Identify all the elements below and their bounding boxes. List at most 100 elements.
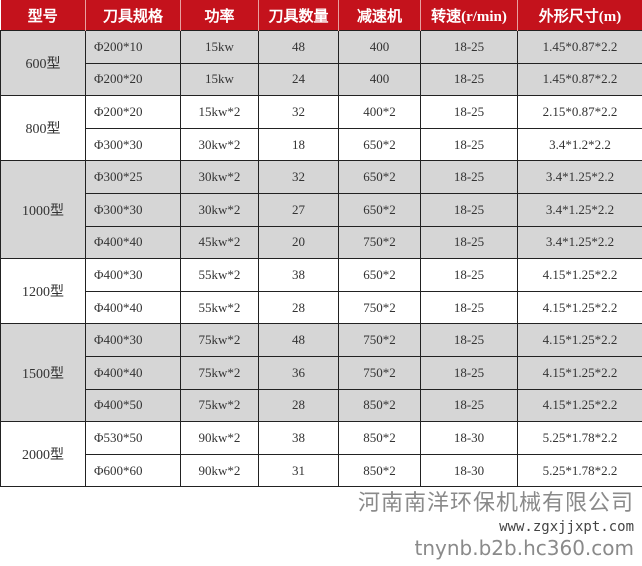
table-cell: 90kw*2 <box>181 422 259 455</box>
table-cell: 4.15*1.25*2.2 <box>518 356 642 389</box>
table-cell: 18-25 <box>421 324 518 357</box>
table-cell: 18 <box>259 128 339 161</box>
table-cell: 15kw <box>181 63 259 96</box>
table-cell: 650*2 <box>339 259 421 292</box>
table-cell: 1.45*0.87*2.2 <box>518 31 642 64</box>
header-row: 型号刀具规格功率刀具数量减速机转速(r/min)外形尺寸(m) <box>1 0 642 31</box>
watermark-site: www.zgxjjxpt.com <box>499 519 634 535</box>
table-cell: 650*2 <box>339 161 421 194</box>
table-cell: 400*2 <box>339 96 421 129</box>
table-cell: 18-25 <box>421 291 518 324</box>
table-cell: 38 <box>259 422 339 455</box>
table-cell: 18-25 <box>421 259 518 292</box>
table-cell: 75kw*2 <box>181 356 259 389</box>
table-cell: 2.15*0.87*2.2 <box>518 96 642 129</box>
table-cell: 18-25 <box>421 63 518 96</box>
table-cell: 24 <box>259 63 339 96</box>
table-cell: 1.45*0.87*2.2 <box>518 63 642 96</box>
table-cell: 3.4*1.25*2.2 <box>518 226 642 259</box>
table-cell: 850*2 <box>339 389 421 422</box>
table-cell: 650*2 <box>339 128 421 161</box>
watermark-url: tnynb.b2b.hc360.com <box>415 537 634 560</box>
table-cell: Φ600*60 <box>86 454 181 487</box>
table-cell: 3.4*1.25*2.2 <box>518 193 642 226</box>
table-cell: Φ400*50 <box>86 389 181 422</box>
table-cell: 32 <box>259 96 339 129</box>
table-cell: 27 <box>259 193 339 226</box>
table-cell: 36 <box>259 356 339 389</box>
table-cell: 90kw*2 <box>181 454 259 487</box>
table-cell: 55kw*2 <box>181 291 259 324</box>
table-cell: 28 <box>259 291 339 324</box>
table-cell: 18-25 <box>421 128 518 161</box>
table-cell: 850*2 <box>339 454 421 487</box>
table-cell: Φ400*40 <box>86 356 181 389</box>
table-cell: 4.15*1.25*2.2 <box>518 259 642 292</box>
table-cell: 48 <box>259 324 339 357</box>
table-cell: 15kw <box>181 31 259 64</box>
column-header: 刀具数量 <box>259 0 339 31</box>
table-cell: 32 <box>259 161 339 194</box>
table-cell: Φ400*30 <box>86 324 181 357</box>
table-cell: 400 <box>339 31 421 64</box>
table-cell: 30kw*2 <box>181 161 259 194</box>
table-cell: 5.25*1.78*2.2 <box>518 422 642 455</box>
table-cell: Φ200*20 <box>86 63 181 96</box>
table-cell: Φ400*30 <box>86 259 181 292</box>
table-cell: 3.4*1.25*2.2 <box>518 161 642 194</box>
table-cell: Φ400*40 <box>86 291 181 324</box>
table-cell: 400 <box>339 63 421 96</box>
table-cell: 18-25 <box>421 226 518 259</box>
table-cell: Φ300*30 <box>86 193 181 226</box>
table-cell: Φ200*10 <box>86 31 181 64</box>
table-cell: Φ530*50 <box>86 422 181 455</box>
model-cell: 1500型 <box>1 324 86 422</box>
table-cell: 750*2 <box>339 291 421 324</box>
table-cell: 55kw*2 <box>181 259 259 292</box>
table-cell: 650*2 <box>339 193 421 226</box>
table-cell: 45kw*2 <box>181 226 259 259</box>
table-cell: 20 <box>259 226 339 259</box>
model-cell: 600型 <box>1 31 86 96</box>
column-header: 型号 <box>1 0 86 31</box>
model-cell: 2000型 <box>1 422 86 487</box>
table-cell: 18-25 <box>421 389 518 422</box>
table-cell: 4.15*1.25*2.2 <box>518 291 642 324</box>
table-cell: 28 <box>259 389 339 422</box>
table-cell: 18-30 <box>421 422 518 455</box>
table-cell: 3.4*1.2*2.2 <box>518 128 642 161</box>
table-cell: 18-25 <box>421 193 518 226</box>
table-cell: 5.25*1.78*2.2 <box>518 454 642 487</box>
column-header: 功率 <box>181 0 259 31</box>
watermark-strip: 河南南洋环保机械有限公司 www.zgxjjxpt.com tnynb.b2b.… <box>0 487 642 565</box>
table-cell: 750*2 <box>339 226 421 259</box>
table-cell: 18-25 <box>421 31 518 64</box>
table-cell: 850*2 <box>339 422 421 455</box>
table-cell: Φ300*25 <box>86 161 181 194</box>
table-cell: 750*2 <box>339 356 421 389</box>
table-cell: 30kw*2 <box>181 193 259 226</box>
table-cell: Φ400*40 <box>86 226 181 259</box>
column-header: 外形尺寸(m) <box>518 0 642 31</box>
model-cell: 1200型 <box>1 259 86 324</box>
table-cell: 18-25 <box>421 96 518 129</box>
table-cell: Φ300*30 <box>86 128 181 161</box>
table-cell: Φ200*20 <box>86 96 181 129</box>
watermark-company: 河南南洋环保机械有限公司 <box>358 491 634 516</box>
table-cell: 48 <box>259 31 339 64</box>
model-cell: 1000型 <box>1 161 86 259</box>
model-cell: 800型 <box>1 96 86 161</box>
